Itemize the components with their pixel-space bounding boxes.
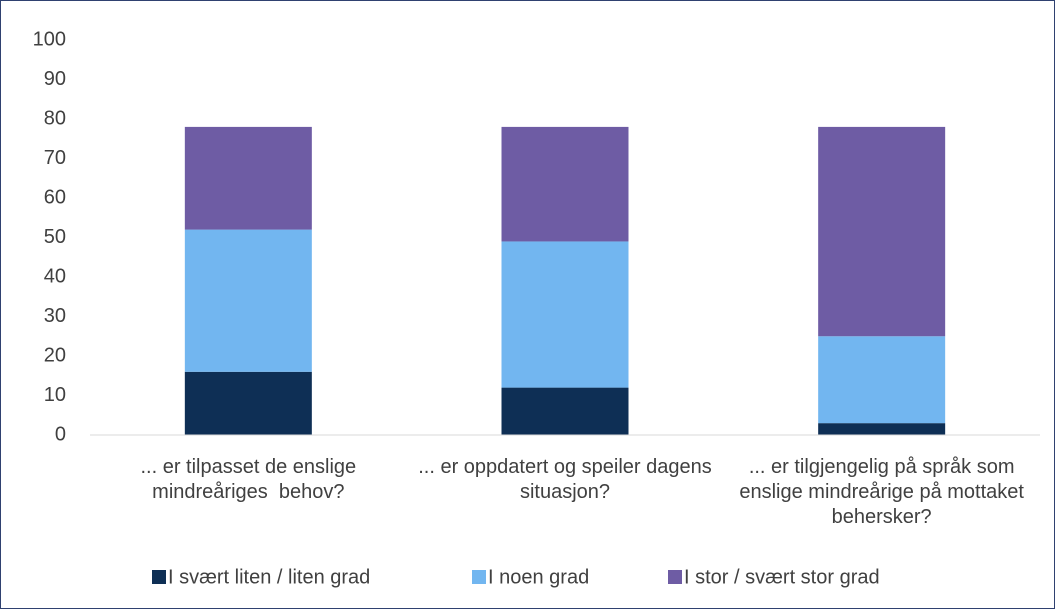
bar-segment xyxy=(184,371,312,435)
legend-swatch xyxy=(472,570,486,584)
legend-label: I noen grad xyxy=(488,566,589,588)
bar-segment xyxy=(501,387,629,435)
y-tick-label: 90 xyxy=(44,68,66,90)
bar-segment xyxy=(184,229,312,372)
legend-label: I stor / svært stor grad xyxy=(684,566,880,588)
bar-segment xyxy=(818,423,946,435)
y-tick-label: 50 xyxy=(44,226,66,248)
bar-segment xyxy=(818,126,946,337)
bar-segment xyxy=(501,126,629,242)
bar-segment xyxy=(184,126,312,230)
y-tick-label: 80 xyxy=(44,107,66,129)
y-tick-label: 10 xyxy=(44,384,66,406)
y-tick-label: 100 xyxy=(33,28,66,50)
x-tick-label: ... er tilgjengelig på språk som enslige… xyxy=(739,456,1030,528)
bar-segment xyxy=(501,241,629,388)
y-tick-label: 70 xyxy=(44,147,66,169)
bar-segment xyxy=(818,336,946,424)
x-tick-label: ... er tilpasset de enslige mindreåriges… xyxy=(140,456,362,503)
y-tick-label: 40 xyxy=(44,265,66,287)
y-tick-label: 20 xyxy=(44,344,66,366)
legend-swatch xyxy=(668,570,682,584)
y-tick-label: 0 xyxy=(55,423,66,445)
y-tick-label: 30 xyxy=(44,305,66,327)
x-tick-label: ... er oppdatert og speiler dagens situa… xyxy=(418,456,718,503)
y-tick-label: 60 xyxy=(44,186,66,208)
legend-label: I svært liten / liten grad xyxy=(168,566,370,588)
legend-swatch xyxy=(152,570,166,584)
